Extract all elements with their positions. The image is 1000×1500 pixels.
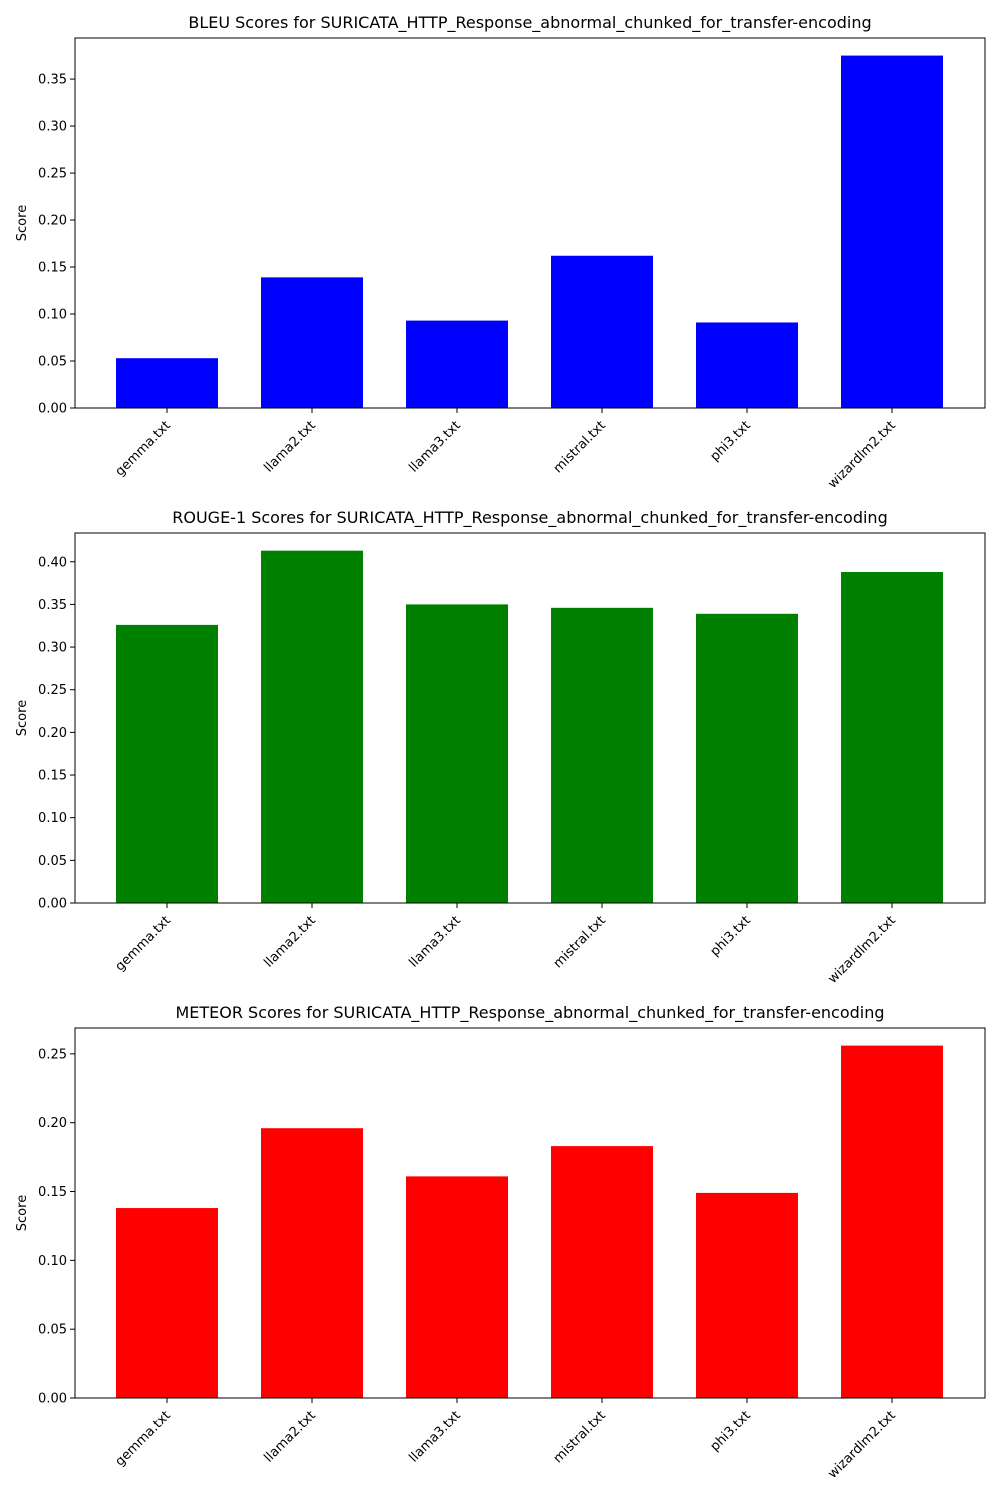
- bleu-bar-gemma: [116, 358, 218, 408]
- bleu-y-tick-label: 0.30: [38, 120, 67, 135]
- rouge1-y-tick-label: 0.35: [38, 598, 67, 613]
- rouge1-plot-frame: [74, 532, 986, 904]
- meteor-bar-phi3: [696, 1192, 798, 1398]
- meteor-plot-frame: [74, 1027, 986, 1399]
- rouge1-y-tick-label: 0.30: [38, 641, 67, 656]
- rouge1-bar-wizardlm2: [841, 571, 943, 903]
- bleu-x-tick-label: llama3.txt: [406, 418, 463, 475]
- bleu-y-tick-label: 0.35: [38, 73, 67, 88]
- bleu-x-tick-label: wizardlm2.txt: [825, 418, 899, 492]
- bleu-bar-mistral: [551, 255, 653, 408]
- rouge1-y-tick-label: 0.15: [38, 769, 67, 784]
- rouge1-x-tick-label: llama3.txt: [406, 913, 463, 970]
- meteor-x-tick-label: wizardlm2.txt: [825, 1408, 899, 1482]
- rouge1-bar-phi3: [696, 613, 798, 903]
- rouge1-x-tick-label: llama2.txt: [261, 913, 318, 970]
- bleu-bar-wizardlm2: [841, 55, 943, 409]
- meteor-chart-panel: METEOR Scores for SURICATA_HTTP_Response…: [15, 1003, 986, 1482]
- bleu-chart-panel: BLEU Scores for SURICATA_HTTP_Response_a…: [15, 13, 986, 492]
- rouge1-y-tick-label: 0.00: [38, 897, 67, 912]
- bleu-bar-llama2: [261, 277, 363, 408]
- bleu-y-tick-label: 0.25: [38, 167, 67, 182]
- bleu-x-tick-label: llama2.txt: [261, 418, 318, 475]
- bleu-plot-frame: [74, 37, 986, 409]
- rouge1-y-tick-label: 0.20: [38, 726, 67, 741]
- rouge1-y-tick-label: 0.40: [38, 555, 67, 570]
- meteor-y-tick-label: 0.10: [38, 1254, 67, 1269]
- meteor-bar-llama2: [261, 1128, 363, 1398]
- meteor-bar-mistral: [551, 1146, 653, 1398]
- bleu-y-tick-label: 0.05: [38, 355, 67, 370]
- meteor-y-tick-label: 0.20: [38, 1116, 67, 1131]
- bleu-y-tick-label: 0.15: [38, 261, 67, 276]
- rouge1-bar-llama2: [261, 550, 363, 903]
- meteor-y-tick-label: 0.15: [38, 1185, 67, 1200]
- meteor-y-tick-label: 0.25: [38, 1047, 67, 1062]
- rouge1-bar-gemma: [116, 624, 218, 903]
- bleu-x-tick-label: phi3.txt: [708, 418, 754, 464]
- meteor-y-axis-label: Score: [15, 1195, 30, 1231]
- rouge1-x-tick-label: mistral.txt: [551, 913, 609, 971]
- rouge1-y-tick-label: 0.10: [38, 811, 67, 826]
- rouge1-x-tick-label: gemma.txt: [113, 913, 174, 974]
- meteor-x-tick-label: phi3.txt: [708, 1408, 754, 1454]
- bleu-x-tick-label: gemma.txt: [113, 418, 174, 479]
- bleu-y-tick-label: 0.20: [38, 214, 67, 229]
- rouge1-y-tick-label: 0.05: [38, 854, 67, 869]
- bleu-x-tick-label: mistral.txt: [551, 418, 609, 476]
- rouge1-y-tick-label: 0.25: [38, 683, 67, 698]
- bleu-bar-llama3: [406, 320, 508, 408]
- meteor-x-tick-label: mistral.txt: [551, 1408, 609, 1466]
- meteor-x-tick-label: gemma.txt: [113, 1408, 174, 1469]
- meteor-bar-llama3: [406, 1176, 508, 1398]
- meteor-x-tick-label: llama3.txt: [406, 1408, 463, 1465]
- meteor-chart-title: METEOR Scores for SURICATA_HTTP_Response…: [175, 1003, 884, 1023]
- meteor-bar-gemma: [116, 1208, 218, 1398]
- meteor-y-tick-label: 0.05: [38, 1323, 67, 1338]
- meteor-bar-wizardlm2: [841, 1045, 943, 1398]
- rouge1-y-axis-label: Score: [15, 700, 30, 736]
- bleu-y-tick-label: 0.10: [38, 308, 67, 323]
- rouge1-bar-mistral: [551, 607, 653, 903]
- bleu-chart-title: BLEU Scores for SURICATA_HTTP_Response_a…: [188, 13, 871, 33]
- meteor-y-tick-label: 0.00: [38, 1392, 67, 1407]
- rouge1-chart-title: ROUGE-1 Scores for SURICATA_HTTP_Respons…: [172, 508, 887, 528]
- bleu-y-axis-label: Score: [15, 205, 30, 241]
- rouge1-bar-llama3: [406, 604, 508, 903]
- bleu-y-tick-label: 0.00: [38, 402, 67, 417]
- rouge1-x-tick-label: wizardlm2.txt: [825, 913, 899, 987]
- rouge1-chart-panel: ROUGE-1 Scores for SURICATA_HTTP_Respons…: [15, 508, 986, 987]
- bleu-bar-phi3: [696, 322, 798, 408]
- rouge1-x-tick-label: phi3.txt: [708, 913, 754, 959]
- meteor-x-tick-label: llama2.txt: [261, 1408, 318, 1465]
